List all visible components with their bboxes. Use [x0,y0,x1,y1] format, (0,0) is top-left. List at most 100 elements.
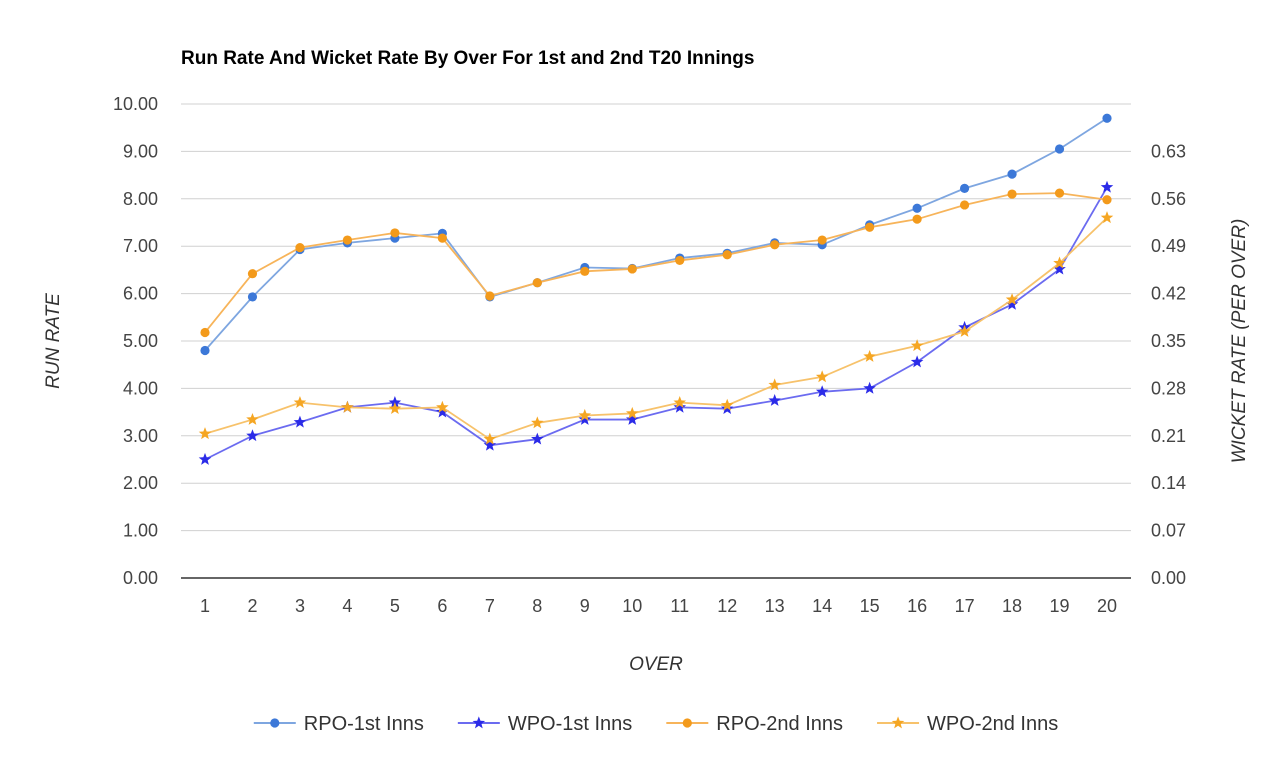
series-0 [200,113,1112,356]
y2-tick-label: 0.63 [1151,141,1186,161]
x-tick-label: 12 [717,596,737,616]
series-line [204,186,1108,461]
data-point [390,228,400,238]
data-point [388,402,402,415]
data-point [388,396,402,408]
y2-tick-label: 0.00 [1151,568,1186,588]
data-point [341,400,354,413]
data-point [768,378,781,391]
data-point [578,412,592,425]
legend-item: WPO-2nd Inns [877,713,1058,735]
grid-layer [181,103,1131,532]
legend-item: RPO-2nd Inns [666,713,843,735]
data-point [958,324,971,337]
x-axis-ticks: 1 2 3 4 5 6 7 8 9 10 11 12 13 14 15 16 17 18 19 20 [200,596,1117,616]
data-point [720,398,734,411]
y2-axis-title: WICKET RATE (PER OVER) [1229,219,1250,464]
data-point [675,255,685,266]
x-tick-label: 9 [580,596,590,616]
y2-tick-label: 0.14 [1151,473,1186,493]
data-point [246,412,259,425]
x-tick-label: 3 [295,596,305,616]
data-point [1100,180,1114,193]
data-point [627,264,637,274]
data-point [912,214,922,224]
x-tick-label: 18 [1002,596,1022,616]
y-tick-label: 6.00 [123,284,158,304]
data-point [580,266,590,276]
data-point [436,400,449,413]
x-tick-label: 6 [437,596,447,616]
data-point [198,452,212,465]
data-point [293,396,307,408]
data-point [532,278,542,288]
chart-title: Run Rate And Wicket Rate By Over For 1st… [181,48,754,69]
data-point [1053,256,1066,269]
data-point [863,381,876,394]
data-point [815,370,829,383]
x-tick-label: 5 [390,596,400,616]
y-tick-label: 9.00 [123,141,158,161]
data-point [200,345,210,356]
data-point [578,408,592,421]
legend-label: RPO-2nd Inns [716,713,843,735]
y-axis-title: RUN RATE [43,293,64,389]
data-point [436,405,449,418]
data-point [437,233,447,243]
data-point [198,427,212,440]
series-line [204,192,1108,334]
data-point [673,396,687,408]
data-point [1054,188,1065,198]
y-tick-label: 2.00 [123,473,158,493]
x-tick-label: 14 [812,596,832,616]
data-point [959,183,970,193]
data-point [247,292,258,302]
data-point [1053,262,1066,275]
y-tick-label: 4.00 [123,378,158,398]
series-line [204,217,1108,441]
data-point [625,412,639,425]
legend-label: WPO-1st Inns [508,713,632,735]
y2-tick-label: 0.07 [1151,521,1186,541]
data-point [200,327,210,338]
x-tick-label: 10 [622,596,642,616]
x-tick-label: 20 [1097,596,1117,616]
x-tick-label: 7 [485,596,495,616]
data-point [247,269,258,279]
data-point [865,222,875,232]
data-point [246,429,259,442]
data-point [910,339,924,352]
y2-tick-label: 0.21 [1151,426,1186,446]
y2-tick-label: 0.28 [1151,378,1186,398]
legend-item: RPO-1st Inns [253,713,424,735]
legend: RPO-1st Inns WPO-1st Inns RPO-2nd Inns WPO-… [253,713,1058,735]
x-tick-label: 1 [200,596,210,616]
data-point [673,400,687,413]
data-point [770,240,780,250]
data-point [1005,297,1019,310]
x-tick-label: 2 [247,596,257,616]
y-tick-label: 3.00 [123,426,158,446]
data-point [1007,189,1017,199]
data-point [625,406,639,419]
data-point [1054,144,1065,154]
data-point [485,291,495,301]
x-tick-label: 19 [1050,596,1070,616]
series-layer [198,113,1114,465]
data-point [483,438,497,451]
legend-marker [891,716,905,729]
data-point [817,235,827,245]
y-tick-label: 10.00 [113,94,158,114]
y2-tick-label: 0.42 [1151,284,1186,304]
legend-marker [472,716,486,729]
y2-tick-label: 0.56 [1151,189,1186,209]
y-tick-label: 5.00 [123,331,158,351]
series-2 [200,188,1112,338]
legend-marker [270,718,280,728]
data-point [1005,293,1019,306]
left-axis-ticks: 0.00 1.00 2.00 3.00 4.00 5.00 6.00 7.00 8.00 9.00… [113,94,158,588]
data-point [815,385,829,398]
x-axis-title: OVER [629,654,683,675]
legend-label: WPO-2nd Inns [927,713,1058,735]
